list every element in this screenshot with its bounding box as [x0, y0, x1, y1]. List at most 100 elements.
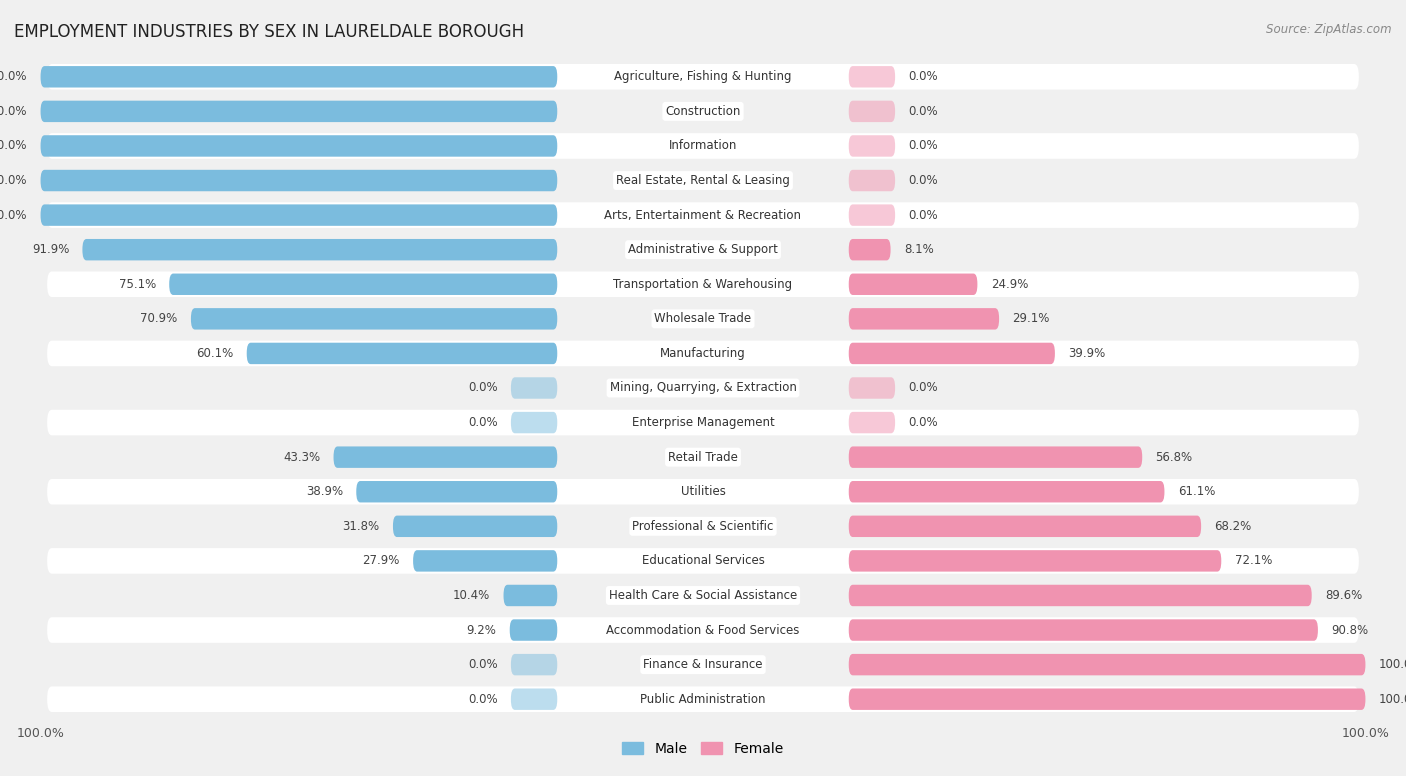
Text: 39.9%: 39.9% [1069, 347, 1105, 360]
FancyBboxPatch shape [48, 445, 1358, 470]
FancyBboxPatch shape [48, 168, 1358, 193]
Text: 27.9%: 27.9% [363, 554, 399, 567]
FancyBboxPatch shape [169, 274, 557, 295]
FancyBboxPatch shape [48, 548, 1358, 573]
FancyBboxPatch shape [510, 412, 557, 433]
FancyBboxPatch shape [48, 203, 1358, 228]
Text: Transportation & Warehousing: Transportation & Warehousing [613, 278, 793, 291]
Text: 0.0%: 0.0% [468, 658, 498, 671]
FancyBboxPatch shape [48, 479, 1358, 504]
FancyBboxPatch shape [48, 306, 1358, 331]
FancyBboxPatch shape [510, 688, 557, 710]
Text: 38.9%: 38.9% [307, 485, 343, 498]
Text: Retail Trade: Retail Trade [668, 451, 738, 463]
Text: Accommodation & Food Services: Accommodation & Food Services [606, 624, 800, 636]
Text: 100.0%: 100.0% [0, 209, 27, 222]
Text: 100.0%: 100.0% [0, 140, 27, 152]
Text: Administrative & Support: Administrative & Support [628, 243, 778, 256]
Text: 90.8%: 90.8% [1331, 624, 1368, 636]
FancyBboxPatch shape [510, 654, 557, 675]
FancyBboxPatch shape [503, 585, 557, 606]
FancyBboxPatch shape [849, 377, 896, 399]
Text: Mining, Quarrying, & Extraction: Mining, Quarrying, & Extraction [610, 382, 796, 394]
Text: 56.8%: 56.8% [1156, 451, 1192, 463]
FancyBboxPatch shape [48, 687, 1358, 712]
FancyBboxPatch shape [48, 341, 1358, 366]
FancyBboxPatch shape [849, 343, 1054, 364]
FancyBboxPatch shape [333, 446, 557, 468]
FancyBboxPatch shape [191, 308, 557, 330]
Text: 0.0%: 0.0% [908, 140, 938, 152]
Text: 0.0%: 0.0% [908, 174, 938, 187]
Text: 0.0%: 0.0% [908, 382, 938, 394]
Text: 100.0%: 100.0% [0, 71, 27, 83]
Text: 24.9%: 24.9% [991, 278, 1028, 291]
FancyBboxPatch shape [849, 515, 1201, 537]
FancyBboxPatch shape [413, 550, 557, 572]
Legend: Male, Female: Male, Female [617, 736, 789, 761]
Text: 100.0%: 100.0% [0, 174, 27, 187]
FancyBboxPatch shape [849, 308, 1000, 330]
FancyBboxPatch shape [41, 170, 557, 191]
FancyBboxPatch shape [849, 550, 1222, 572]
Text: Information: Information [669, 140, 737, 152]
FancyBboxPatch shape [48, 237, 1358, 262]
FancyBboxPatch shape [392, 515, 557, 537]
Text: 10.4%: 10.4% [453, 589, 491, 602]
FancyBboxPatch shape [41, 135, 557, 157]
Text: 0.0%: 0.0% [908, 416, 938, 429]
FancyBboxPatch shape [48, 64, 1358, 89]
Text: Agriculture, Fishing & Hunting: Agriculture, Fishing & Hunting [614, 71, 792, 83]
Text: 75.1%: 75.1% [118, 278, 156, 291]
Text: Enterprise Management: Enterprise Management [631, 416, 775, 429]
Text: 43.3%: 43.3% [283, 451, 321, 463]
Text: Manufacturing: Manufacturing [661, 347, 745, 360]
FancyBboxPatch shape [41, 204, 557, 226]
FancyBboxPatch shape [849, 274, 977, 295]
Text: 70.9%: 70.9% [141, 313, 177, 325]
Text: 100.0%: 100.0% [1379, 693, 1406, 705]
Text: 100.0%: 100.0% [0, 105, 27, 118]
FancyBboxPatch shape [41, 66, 557, 88]
FancyBboxPatch shape [48, 583, 1358, 608]
FancyBboxPatch shape [849, 481, 1164, 502]
FancyBboxPatch shape [83, 239, 557, 261]
Text: 0.0%: 0.0% [908, 71, 938, 83]
FancyBboxPatch shape [48, 272, 1358, 297]
FancyBboxPatch shape [48, 133, 1358, 159]
FancyBboxPatch shape [246, 343, 557, 364]
FancyBboxPatch shape [48, 617, 1358, 643]
Text: Source: ZipAtlas.com: Source: ZipAtlas.com [1267, 23, 1392, 36]
FancyBboxPatch shape [849, 446, 1142, 468]
Text: 29.1%: 29.1% [1012, 313, 1050, 325]
FancyBboxPatch shape [48, 514, 1358, 539]
FancyBboxPatch shape [849, 688, 1365, 710]
FancyBboxPatch shape [849, 654, 1365, 675]
Text: 61.1%: 61.1% [1178, 485, 1215, 498]
Text: 0.0%: 0.0% [908, 105, 938, 118]
FancyBboxPatch shape [849, 204, 896, 226]
FancyBboxPatch shape [849, 585, 1312, 606]
FancyBboxPatch shape [356, 481, 557, 502]
Text: 0.0%: 0.0% [468, 416, 498, 429]
Text: 31.8%: 31.8% [343, 520, 380, 533]
FancyBboxPatch shape [48, 652, 1358, 677]
Text: 100.0%: 100.0% [1379, 658, 1406, 671]
Text: 9.2%: 9.2% [467, 624, 496, 636]
Text: 72.1%: 72.1% [1234, 554, 1272, 567]
Text: 0.0%: 0.0% [468, 382, 498, 394]
FancyBboxPatch shape [849, 101, 896, 122]
FancyBboxPatch shape [48, 376, 1358, 400]
Text: 89.6%: 89.6% [1324, 589, 1362, 602]
Text: Finance & Insurance: Finance & Insurance [644, 658, 762, 671]
Text: Wholesale Trade: Wholesale Trade [654, 313, 752, 325]
Text: 8.1%: 8.1% [904, 243, 934, 256]
FancyBboxPatch shape [510, 619, 557, 641]
FancyBboxPatch shape [48, 99, 1358, 124]
Text: EMPLOYMENT INDUSTRIES BY SEX IN LAURELDALE BOROUGH: EMPLOYMENT INDUSTRIES BY SEX IN LAURELDA… [14, 23, 524, 41]
Text: Utilities: Utilities [681, 485, 725, 498]
FancyBboxPatch shape [849, 135, 896, 157]
Text: Public Administration: Public Administration [640, 693, 766, 705]
FancyBboxPatch shape [849, 170, 896, 191]
Text: 0.0%: 0.0% [468, 693, 498, 705]
